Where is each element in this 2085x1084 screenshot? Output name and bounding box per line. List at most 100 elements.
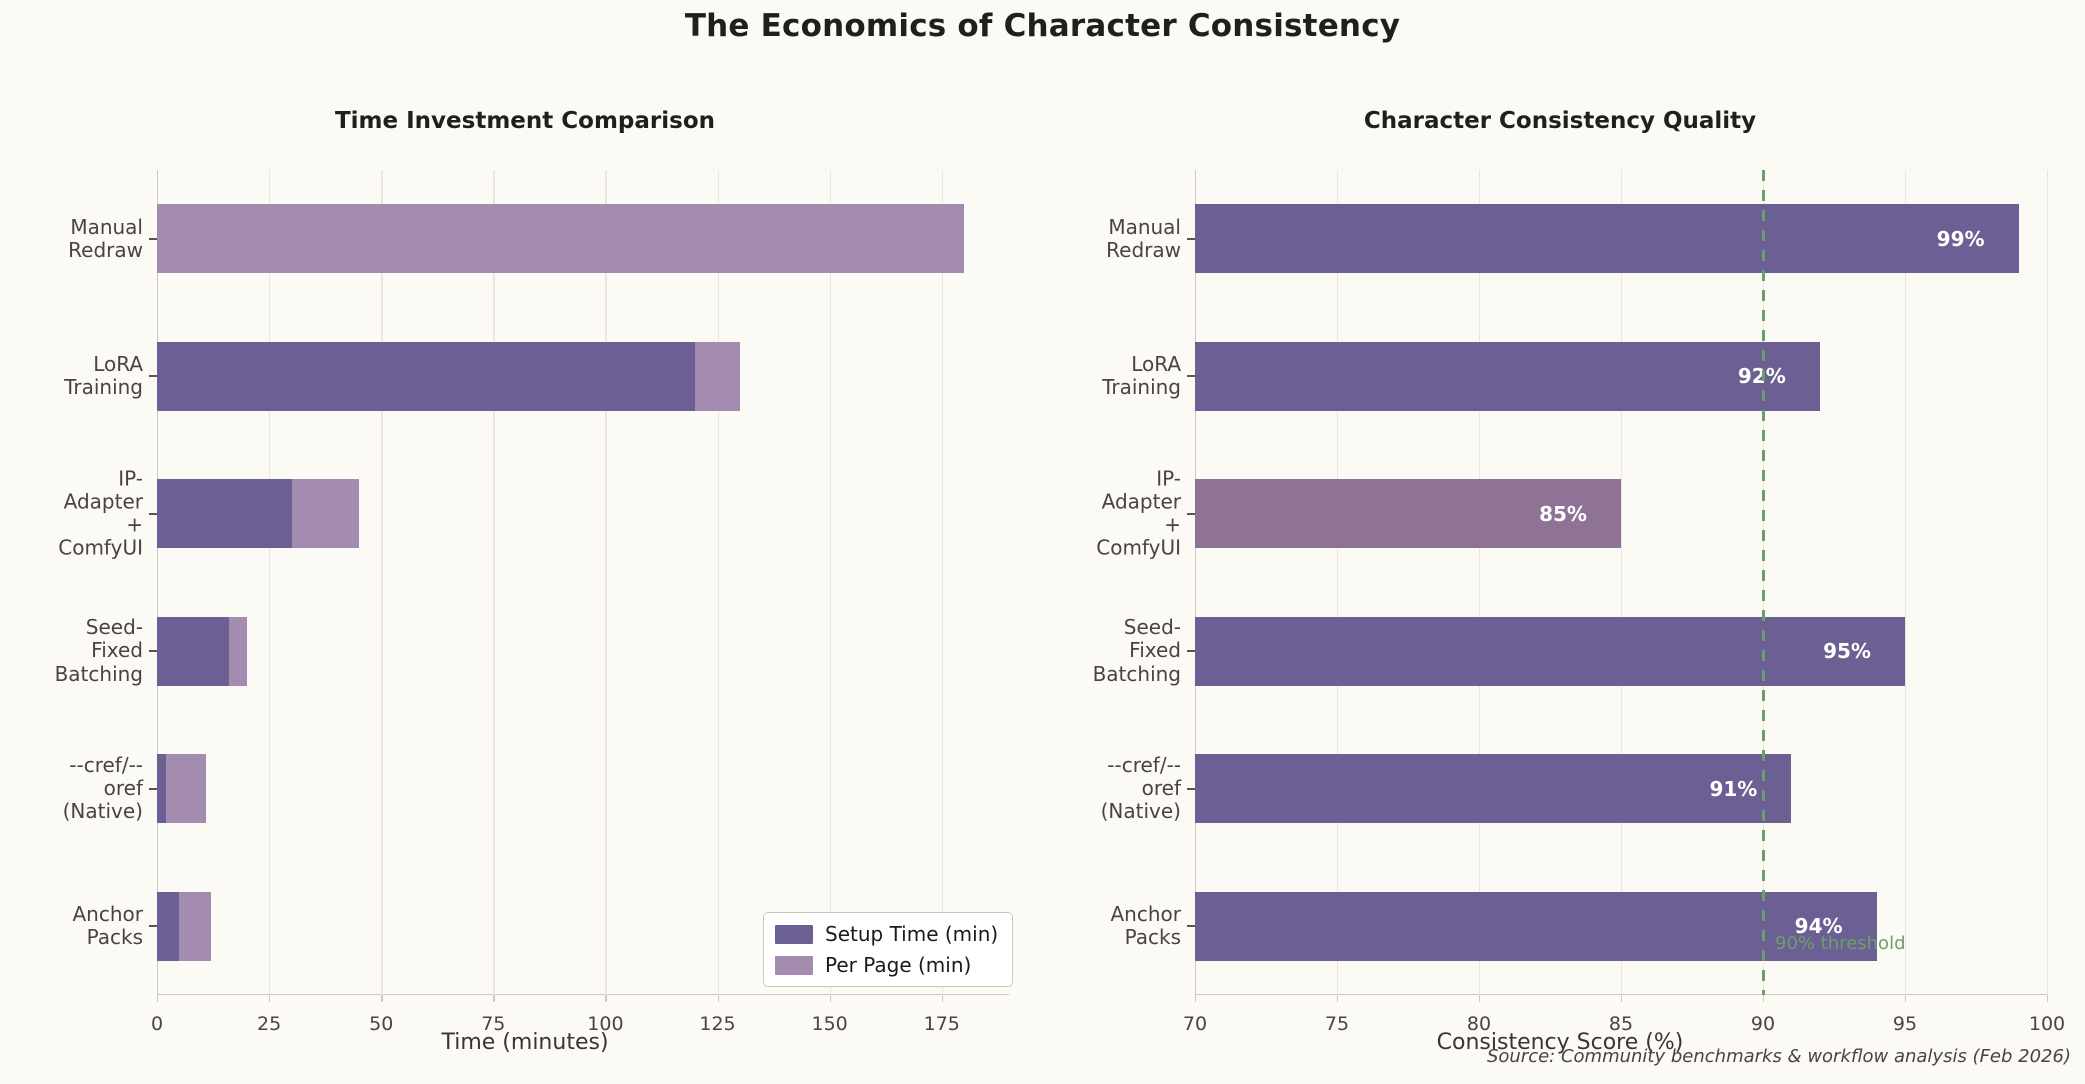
y-tick-label: Anchor Packs — [72, 902, 144, 950]
bar-value-label: 85% — [1539, 501, 1587, 526]
x-tick-label: 175 — [923, 1013, 960, 1035]
left-x-axis-title: Time (minutes) — [441, 1030, 609, 1055]
y-tick-mark — [1187, 925, 1195, 928]
y-tick-label: IP-Adapter + ComfyUI — [1096, 466, 1181, 560]
gridline — [381, 170, 383, 995]
gridline — [829, 170, 832, 995]
right-plot-area: 99%92%85%95%91%94% 90% threshold Manual … — [1093, 170, 2065, 1035]
bar-segment[interactable] — [157, 204, 965, 274]
y-tick-mark — [149, 787, 157, 790]
bar-segment[interactable] — [157, 891, 180, 961]
right-chart-title: Character Consistency Quality — [1363, 108, 1757, 134]
legend[interactable]: Setup Time (min) Per Page (min) — [763, 912, 1014, 987]
x-tick-mark — [2047, 995, 2049, 1002]
x-tick-mark — [1763, 995, 1765, 1002]
left-chart-title: Time Investment Comparison — [334, 108, 716, 134]
y-tick-label: LoRA Training — [64, 352, 143, 400]
gridline — [269, 170, 271, 995]
x-tick-mark — [605, 995, 607, 1002]
y-tick-mark — [149, 375, 157, 378]
x-tick-mark — [1337, 995, 1339, 1002]
y-tick-mark — [1187, 787, 1195, 790]
y-tick-label: Manual Redraw — [68, 214, 143, 262]
legend-label-per-page: Per Page (min) — [825, 953, 972, 977]
gridline — [941, 170, 944, 995]
legend-swatch-per-page — [775, 955, 813, 975]
x-tick-label: 150 — [811, 1013, 848, 1035]
bar[interactable] — [1195, 754, 1792, 824]
legend-label-setup-time: Setup Time (min) — [825, 922, 999, 946]
x-tick-mark — [157, 995, 159, 1002]
bar-value-label: 94% — [1794, 914, 1843, 939]
panel-time-investment: Time Investment Comparison Manual Redraw… — [55, 108, 1014, 1055]
x-tick-label: 95 — [1892, 1013, 1918, 1035]
x-tick-label: 75 — [481, 1013, 506, 1035]
x-tick-mark — [717, 995, 719, 1002]
y-tick-label: LoRA Training — [1102, 352, 1181, 400]
gridline — [1479, 170, 1481, 995]
left-y-axis-spine — [157, 170, 159, 995]
x-tick-mark — [269, 995, 271, 1002]
x-tick-label: 70 — [1182, 1013, 1208, 1035]
x-tick-label: 80 — [1466, 1013, 1492, 1035]
bar[interactable] — [1195, 204, 2019, 274]
bar[interactable] — [1195, 616, 1905, 686]
bar-value-label: 95% — [1823, 639, 1871, 664]
bar[interactable] — [1195, 341, 1820, 411]
legend-swatch-setup-time — [775, 924, 813, 944]
bar-segment[interactable] — [157, 616, 229, 686]
y-tick-label: --cref/--oref (Native) — [62, 752, 143, 824]
gridline — [1621, 170, 1623, 995]
gridline — [717, 170, 719, 995]
y-tick-mark — [1187, 650, 1195, 653]
bar-value-label: 91% — [1709, 776, 1758, 801]
x-tick-label: 90 — [1750, 1013, 1776, 1035]
x-tick-mark — [493, 995, 495, 1002]
y-tick-mark — [149, 512, 157, 515]
bar-segment[interactable] — [228, 616, 247, 686]
source-note: Source: Community benchmarks & workflow … — [1486, 1046, 2071, 1067]
x-tick-mark — [1905, 995, 1907, 1002]
x-tick-label: 125 — [699, 1013, 736, 1035]
x-tick-mark — [1621, 995, 1623, 1002]
legend-item-per-page[interactable]: Per Page (min) — [775, 953, 998, 977]
threshold-line — [1761, 170, 1765, 995]
gridline — [493, 170, 495, 995]
panel-consistency-quality: Character Consistency Quality 99%92%85%9… — [1035, 0, 2085, 1084]
y-tick-mark — [1187, 512, 1195, 515]
threshold-label: 90% threshold — [1775, 933, 1906, 954]
bar-segment[interactable] — [695, 341, 740, 411]
left-x-axis-spine — [157, 993, 1009, 995]
right-y-axis-spine — [1195, 170, 1197, 995]
bar[interactable] — [1195, 479, 1621, 549]
x-tick-label: 0 — [150, 1013, 164, 1035]
y-tick-label: Manual Redraw — [1106, 214, 1181, 262]
y-tick-mark — [1187, 237, 1195, 240]
bar-segment[interactable] — [165, 754, 207, 824]
bar-segment[interactable] — [291, 479, 359, 549]
y-tick-mark — [1187, 375, 1195, 378]
x-tick-mark — [1195, 995, 1197, 1002]
legend-item-setup-time[interactable]: Setup Time (min) — [775, 922, 998, 946]
bar-segment[interactable] — [179, 891, 211, 961]
y-tick-mark — [149, 237, 157, 240]
gridline — [2047, 170, 2049, 995]
bar-segment[interactable] — [157, 754, 166, 824]
x-tick-mark — [1479, 995, 1481, 1002]
bar-value-label: 99% — [1936, 226, 1985, 251]
y-tick-label: IP-Adapter + ComfyUI — [58, 466, 143, 560]
x-tick-label: 85 — [1608, 1013, 1634, 1035]
gridline — [1905, 170, 1907, 995]
x-tick-mark — [941, 995, 944, 1002]
bar-segment[interactable] — [157, 341, 696, 411]
y-tick-label: Anchor Packs — [1110, 902, 1182, 950]
x-tick-mark — [381, 995, 383, 1002]
y-tick-label: Seed-Fixed Batching — [54, 615, 143, 686]
y-tick-label: --cref/--oref (Native) — [1100, 752, 1181, 824]
y-tick-mark — [149, 650, 157, 653]
bar-segment[interactable] — [157, 479, 292, 549]
left-plot-area: Manual Redraw LoRA Training IP-Adapter + C… — [55, 170, 1009, 1035]
x-tick-label: 75 — [1324, 1013, 1350, 1035]
y-tick-mark — [149, 925, 157, 928]
